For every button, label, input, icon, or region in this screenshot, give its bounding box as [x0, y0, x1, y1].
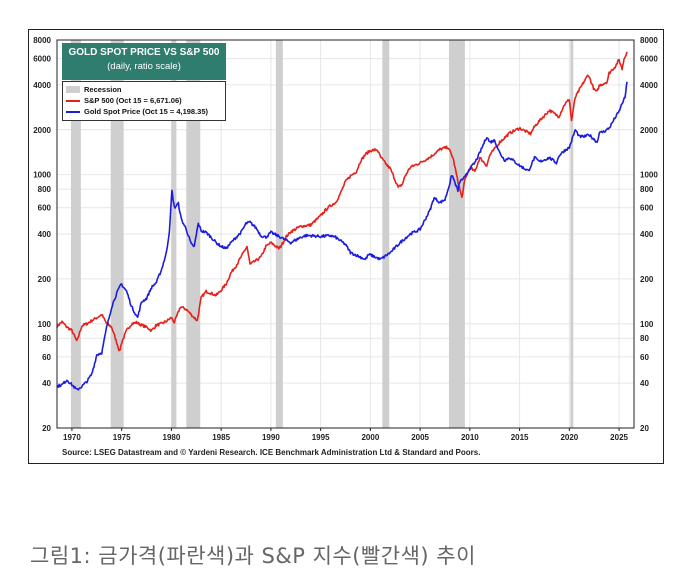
y-tick-label-right: 80: [640, 334, 649, 343]
recession-band: [570, 40, 574, 428]
recession-band: [382, 40, 390, 428]
x-tick-label: 1980: [163, 433, 181, 442]
y-tick-label-right: 1000: [640, 171, 658, 180]
y-tick-label-right: 20: [640, 424, 649, 433]
gold-line: [56, 81, 628, 391]
y-tick-label-left: 80: [42, 334, 51, 343]
x-tick-label: 2015: [511, 433, 529, 442]
recession-band: [275, 40, 283, 428]
x-tick-label: 2025: [610, 433, 628, 442]
x-tick-label: 2005: [411, 433, 429, 442]
recession-swatch: [66, 86, 80, 93]
recession-band: [186, 40, 201, 428]
legend-label-recession: Recession: [84, 85, 122, 94]
figure-caption: 그림1: 금가격(파란색)과 S&P 지수(빨간색) 추이: [30, 544, 476, 568]
legend-item-gold: Gold Spot Price (Oct 15 = 4,198.35): [66, 106, 222, 117]
legend-label-sp500: S&P 500 (Oct 15 = 6,671.06): [84, 96, 182, 105]
x-tick-label: 1990: [262, 433, 280, 442]
x-axis: 1970 1975 1980 1985 1990 1995 2000 2005 2010 2015…: [63, 428, 629, 442]
y-tick-label-right: 200: [640, 275, 654, 284]
y-tick-label-left: 200: [38, 275, 52, 284]
x-tick-label: 1975: [113, 433, 131, 442]
sp500-line: [56, 51, 628, 352]
gold-swatch: [66, 110, 80, 113]
sp500-swatch: [66, 99, 80, 102]
y-tick-label-left: 800: [38, 185, 52, 194]
recession-band: [448, 40, 465, 428]
legend-item-recession: Recession: [66, 84, 222, 95]
legend-label-gold: Gold Spot Price (Oct 15 = 4,198.35): [84, 107, 209, 116]
y-tick-label-left: 2000: [33, 126, 51, 135]
y-tick-label-left: 600: [38, 204, 52, 213]
x-tick-label: 2000: [361, 433, 379, 442]
source-note: Source: LSEG Datastream and © Yardeni Re…: [62, 448, 481, 457]
y-tick-label-right: 2000: [640, 126, 658, 135]
y-axis-right: 8000 6000 4000 2000 1000 800 600 400 200 100 80 60 4…: [640, 36, 658, 433]
plot-border: [56, 39, 635, 429]
recession-band: [110, 40, 124, 428]
x-tick-label: 1995: [312, 433, 330, 442]
y-tick-label-left: 400: [38, 230, 52, 239]
series-lines: [56, 51, 628, 391]
y-tick-label-right: 600: [640, 204, 654, 213]
y-tick-label-right: 60: [640, 353, 649, 362]
y-tick-label-right: 4000: [640, 81, 658, 90]
y-tick-label-right: 8000: [640, 36, 658, 45]
y-tick-label-right: 400: [640, 230, 654, 239]
recession-band: [70, 40, 81, 428]
y-tick-label-left: 4000: [33, 81, 51, 90]
chart-title-box: GOLD SPOT PRICE VS S&P 500 (daily, ratio…: [62, 43, 226, 80]
legend-item-sp500: S&P 500 (Oct 15 = 6,671.06): [66, 95, 222, 106]
y-tick-label-left: 6000: [33, 55, 51, 64]
y-tick-label-left: 60: [42, 353, 51, 362]
recession-bands: [70, 40, 574, 428]
y-tick-label-left: 1000: [33, 171, 51, 180]
x-tick-label: 2020: [560, 433, 578, 442]
y-tick-label-left: 40: [42, 379, 51, 388]
y-tick-label-right: 6000: [640, 55, 658, 64]
y-tick-label-left: 20: [42, 424, 51, 433]
y-tick-label-left: 100: [38, 320, 52, 329]
x-tick-label: 2010: [461, 433, 479, 442]
chart-title: GOLD SPOT PRICE VS S&P 500: [68, 47, 220, 58]
y-tick-label-right: 100: [640, 320, 654, 329]
y-tick-label-right: 800: [640, 185, 654, 194]
x-tick-label: 1985: [212, 433, 230, 442]
chart-subtitle: (daily, ratio scale): [107, 61, 181, 72]
y-tick-label-left: 8000: [33, 36, 51, 45]
x-tick-label: 1970: [63, 433, 81, 442]
recession-band: [171, 40, 177, 428]
legend: Recession S&P 500 (Oct 15 = 6,671.06) Go…: [62, 81, 226, 121]
y-tick-label-right: 40: [640, 379, 649, 388]
y-axis-left: 8000 6000 4000 2000 1000 800 600 400 200 100 80 60 4…: [33, 36, 51, 433]
